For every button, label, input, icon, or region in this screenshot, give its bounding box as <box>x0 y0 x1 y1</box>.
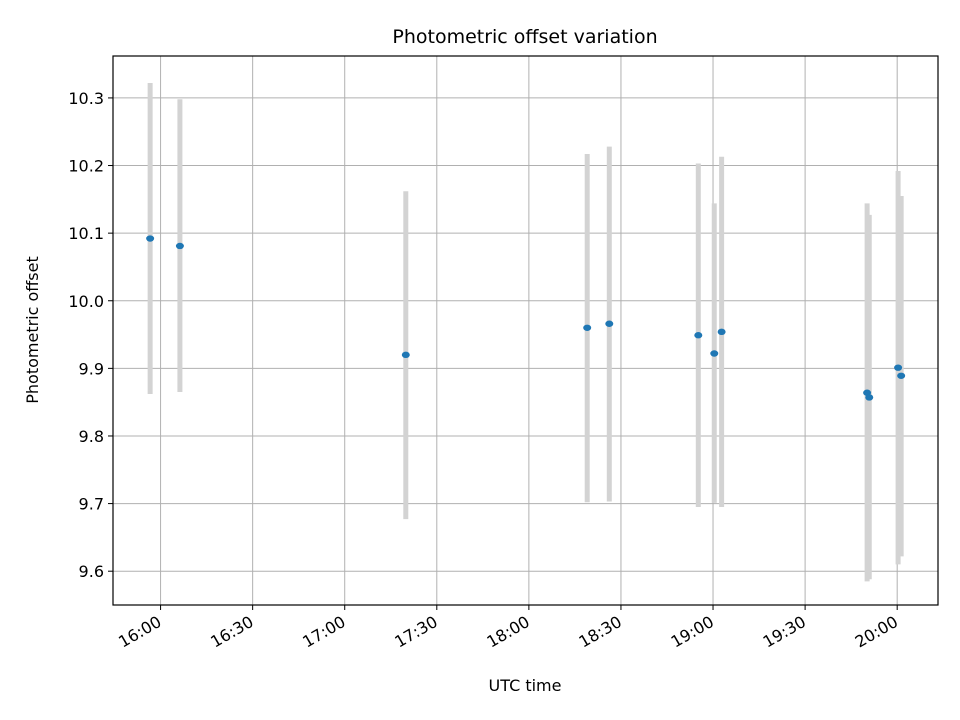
y-tick-label: 10.0 <box>68 292 104 311</box>
data-point <box>605 320 614 327</box>
y-tick-label: 10.1 <box>68 224 104 243</box>
data-point <box>710 350 719 357</box>
y-tick-label: 9.6 <box>79 562 104 581</box>
data-point <box>894 364 903 371</box>
data-point <box>401 351 410 359</box>
data-point <box>146 235 155 242</box>
data-point <box>175 242 184 250</box>
y-tick-label: 9.8 <box>79 427 104 446</box>
data-points <box>146 235 906 401</box>
y-tick-label: 9.9 <box>79 359 104 378</box>
y-axis-title: Photometric offset <box>23 256 42 404</box>
data-point <box>694 332 703 339</box>
x-axis-title: UTC time <box>489 676 562 695</box>
data-point <box>583 324 592 331</box>
y-tick-label: 9.7 <box>79 495 104 514</box>
y-tick-label: 10.2 <box>68 157 104 176</box>
data-point <box>897 372 906 379</box>
y-tick-label: 10.3 <box>68 89 104 108</box>
grid <box>113 56 938 605</box>
chart-title: Photometric offset variation <box>392 26 657 48</box>
y-axis-ticks: 9.6 9.7 9.8 9.9 10.0 10.1 10.2 10.3 <box>68 89 113 581</box>
plot-frame <box>112 55 939 606</box>
data-point <box>717 328 726 336</box>
data-point <box>865 394 874 401</box>
